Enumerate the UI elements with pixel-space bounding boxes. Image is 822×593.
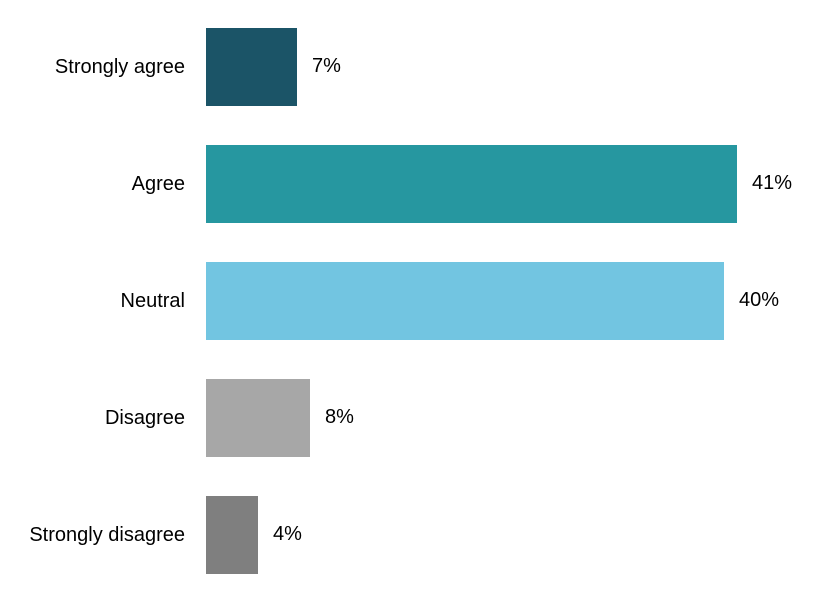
bar-track: 4% (206, 476, 822, 593)
bar (206, 378, 310, 457)
bar-row: Strongly disagree 4% (0, 476, 822, 593)
value-label: 41% (752, 172, 793, 194)
bar-track: 8% (206, 359, 822, 476)
category-label: Strongly agree (54, 55, 185, 78)
bar-row: Disagree 8% (0, 359, 822, 476)
category-label: Agree (131, 172, 185, 195)
value-label: 8% (325, 406, 354, 428)
bar-row: Neutral 40% (0, 242, 822, 359)
category-label: Disagree (104, 406, 185, 429)
bar (206, 27, 297, 106)
value-label: 4% (273, 523, 302, 545)
category-label: Neutral (120, 289, 185, 312)
bar (206, 144, 737, 223)
bar-track: 40% (206, 242, 822, 359)
bar-row: Agree 41% (0, 125, 822, 242)
bar-track: 41% (206, 125, 822, 242)
bar-row: Strongly agree 7% (0, 8, 822, 125)
bar (206, 495, 258, 574)
bar (206, 261, 724, 340)
category-label: Strongly disagree (29, 523, 185, 546)
bar-track: 7% (206, 8, 822, 125)
value-label: 7% (312, 55, 341, 77)
value-label: 40% (739, 289, 780, 311)
